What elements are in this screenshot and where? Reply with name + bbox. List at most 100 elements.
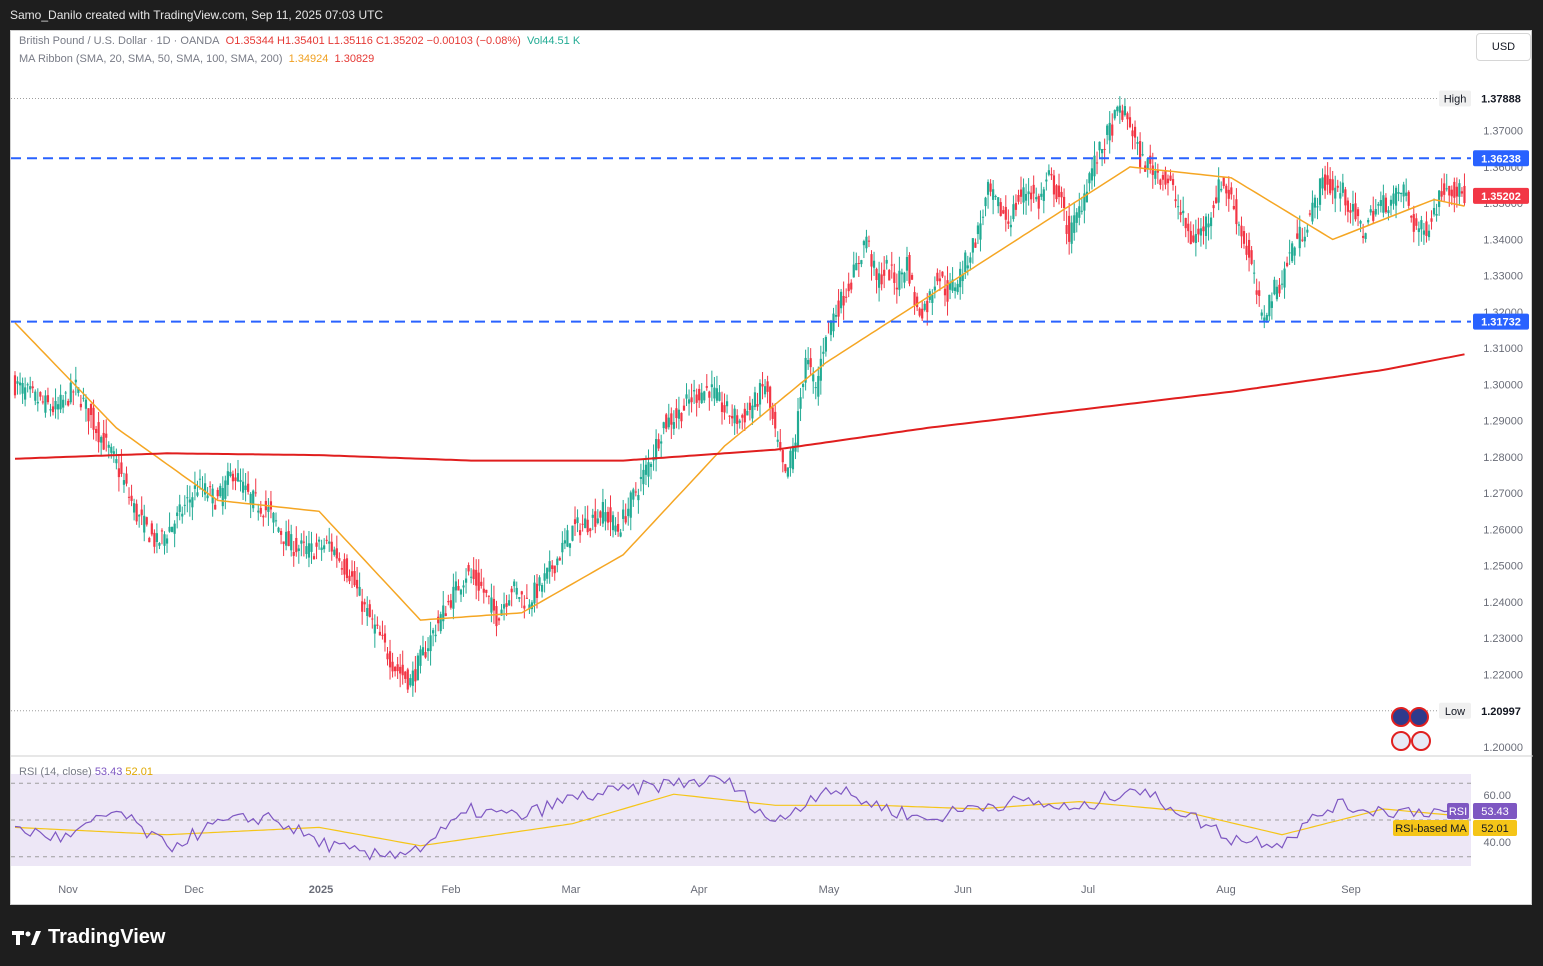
candle-bull <box>333 549 336 555</box>
candle-bear <box>680 412 683 422</box>
candle-bull <box>1316 206 1319 208</box>
candle-bear <box>1242 231 1246 244</box>
symbol-name: British Pound / U.S. Dollar · 1D · OANDA <box>19 35 220 47</box>
candle-bear <box>153 532 156 547</box>
candle-bear <box>394 666 397 672</box>
candle-bull <box>601 502 604 524</box>
candle-bear <box>279 531 283 535</box>
candle-bull <box>1146 158 1149 169</box>
candle-bear <box>467 565 470 572</box>
candle-bull <box>839 291 843 309</box>
candle-bull <box>1012 204 1015 220</box>
candle-bull <box>1108 122 1111 141</box>
candle-bear <box>234 477 237 482</box>
candle-bear <box>1017 195 1020 202</box>
candle-bear <box>355 579 359 589</box>
x-tick-label: Mar <box>562 884 581 896</box>
currency-button[interactable]: USD <box>1476 33 1531 61</box>
candle-bear <box>130 495 133 501</box>
candle-bear <box>634 491 637 493</box>
candle-bear <box>1121 110 1124 120</box>
candle-bull <box>434 634 437 637</box>
candle-bull <box>373 624 376 634</box>
candle-bull <box>358 586 361 596</box>
candle-bear <box>1222 176 1225 186</box>
candle-bull <box>1382 195 1385 213</box>
candle-bull <box>203 483 207 495</box>
candle-bull <box>753 392 757 408</box>
candle-bull <box>1427 230 1431 238</box>
candle-bull <box>132 503 136 513</box>
candle-bear <box>728 415 731 417</box>
candle-bear <box>437 616 440 624</box>
candle-bull <box>112 451 115 454</box>
candle-bull <box>54 400 57 410</box>
candle-bull <box>931 294 934 303</box>
sma20-line <box>14 166 1465 621</box>
candle-bull <box>814 387 817 389</box>
candle-bull <box>799 397 802 409</box>
candle-bull <box>206 495 209 499</box>
rsi-pane: RSI (14, close) 53.43 52.01 <box>11 766 1471 861</box>
candle-bull <box>307 543 311 558</box>
candle-bear <box>41 401 44 403</box>
candle-bear <box>771 407 774 419</box>
candle-bull <box>1123 106 1127 116</box>
y-tick-label: 1.20000 <box>1483 742 1523 754</box>
candle-bull <box>26 384 29 386</box>
candle-bull <box>789 450 792 469</box>
candle-bull <box>763 386 767 395</box>
candle-bull <box>662 422 665 429</box>
candle-bear <box>383 633 387 643</box>
candle-bear <box>1149 155 1152 164</box>
candle-bull <box>366 608 369 617</box>
candle-bull <box>1088 173 1091 184</box>
candle-bull <box>1334 187 1337 199</box>
candle-bull <box>804 357 807 383</box>
candle-bull <box>249 493 252 505</box>
price-chart[interactable]: RSI (14, close) 53.43 52.01 1.370001.360… <box>11 31 1533 906</box>
candle-bear <box>736 415 739 424</box>
candle-bull <box>1280 283 1284 285</box>
candle-bear <box>1415 218 1418 226</box>
candle-bear <box>1212 205 1215 209</box>
candle-bear <box>1060 191 1063 198</box>
ma-label: MA Ribbon (SMA, 20, SMA, 50, SMA, 100, S… <box>19 53 283 65</box>
candle-bull <box>1351 204 1355 212</box>
candle-bull <box>852 264 855 278</box>
candle-bull <box>878 273 881 288</box>
candle-bull <box>181 513 184 517</box>
y-tick-label: 1.23000 <box>1483 633 1523 645</box>
candle-bull <box>513 581 516 587</box>
candle-bear <box>1202 226 1205 232</box>
candle-bear <box>414 669 417 682</box>
candle-bear <box>910 275 914 280</box>
candle-bull <box>556 558 559 566</box>
candle-bull <box>155 533 159 542</box>
candle-bear <box>1128 117 1132 128</box>
candle-bear <box>1169 175 1172 181</box>
candle-bear <box>875 268 878 281</box>
footer-brand[interactable]: TradingView <box>12 924 165 950</box>
candle-bull <box>421 647 425 656</box>
candle-bull <box>1268 294 1271 317</box>
candle-bull <box>1283 268 1286 288</box>
candle-bull <box>1432 207 1436 215</box>
candle-bear <box>1055 185 1058 200</box>
candle-bear <box>345 558 349 579</box>
candle-bear <box>1057 185 1061 198</box>
candle-bull <box>100 437 103 443</box>
candle-bear <box>472 569 475 580</box>
rsi-ma-tag-bg <box>1393 820 1469 836</box>
candle-bear <box>784 464 787 472</box>
candle-bear <box>657 439 660 449</box>
candle-bull <box>1270 301 1273 308</box>
candle-bear <box>46 395 50 403</box>
y-tick-label: 1.34000 <box>1483 234 1523 246</box>
candle-bear <box>1354 203 1357 220</box>
chart-frame[interactable]: RSI (14, close) 53.43 52.01 1.37000 1.360… <box>10 30 1533 906</box>
candle-bear <box>262 515 265 518</box>
ma-legend: MA Ribbon (SMA, 20, SMA, 50, SMA, 100, S… <box>19 53 374 65</box>
candle-bear <box>371 618 374 620</box>
candle-bull <box>236 473 240 482</box>
